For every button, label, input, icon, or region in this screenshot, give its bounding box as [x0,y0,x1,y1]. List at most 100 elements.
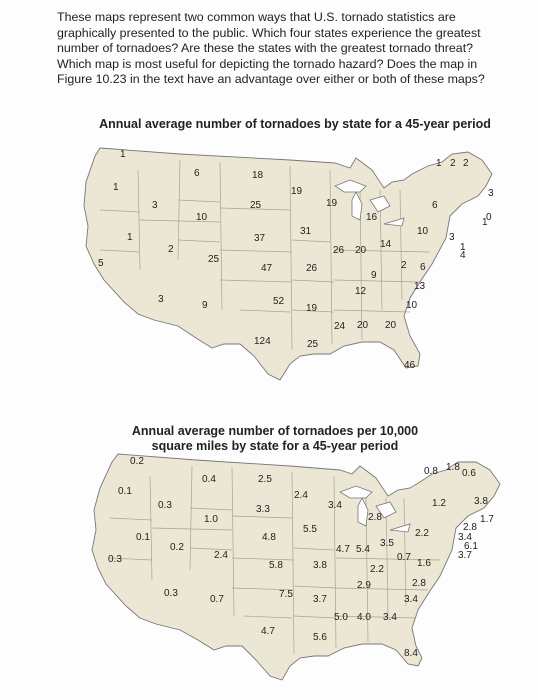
map2-label: 1.6 [417,558,431,569]
map2-label: 8.4 [404,648,418,659]
map1-label: 3 [488,188,494,199]
map2-label: 3.7 [458,550,472,561]
map2-label: 0.6 [462,468,476,479]
map2-label: 0.8 [424,466,438,477]
map2-label: 3.7 [313,594,327,605]
map1-label: 31 [300,226,312,237]
map2-label: 4.7 [261,626,275,637]
map1-label: 9 [371,270,377,281]
map2-label: 2.4 [294,490,308,501]
map2-label: 5.6 [313,632,327,643]
map2-label: 2.2 [370,564,384,575]
map1-label: 2 [401,260,407,271]
map2-label: 2.5 [258,474,272,485]
map2-label: 1.8 [446,462,460,473]
map2-label: 0.4 [202,474,216,485]
map2-label: 5.8 [269,560,283,571]
map1-label: 25 [208,254,220,265]
map2-label: 1.0 [204,514,218,525]
map2-label: 0.1 [118,486,132,497]
map2-label: 2.4 [214,550,228,561]
map2-label: 3.4 [383,612,397,623]
map1-label: 1 [482,217,488,228]
map1-label: 6 [194,168,200,179]
map1-label: 16 [366,212,378,223]
map2-label: 0.1 [136,532,150,543]
us-outline [91,453,501,681]
map1-label: 37 [254,233,266,244]
map1-label: 3 [449,232,455,243]
map1-label: 26 [306,263,318,274]
map1-label: 6 [420,262,426,273]
map1-label: 13 [414,281,426,292]
map1-label: 19 [326,198,338,209]
map1-label: 25 [250,200,262,211]
map2-label: 1.2 [432,498,446,509]
map2-label: 0.2 [130,456,144,467]
map2-label: 3.3 [256,504,270,515]
map2-label: 3.5 [380,538,394,549]
tornado-density-map: 0.2 0.1 0.1 0.3 0.3 0.2 0.3 0.4 1.0 2.4 … [91,453,501,681]
map2-label: 2.8 [412,578,426,589]
map1-label: 52 [273,296,285,307]
map1-label: 10 [417,226,429,237]
map1-label: 4 [460,250,466,261]
map1-label: 10 [406,300,418,311]
map2-label: 7.5 [279,589,293,600]
map2-label: 4.8 [262,532,276,543]
map2-title: Annual average number of tornadoes per 1… [131,424,419,453]
map1-label: 3 [152,200,158,211]
map1-label: 2 [450,158,456,169]
map2-label: 5.0 [334,612,348,623]
map1-label: 19 [291,186,303,197]
map2-label: 3.4 [328,500,342,511]
map2-label: 0.3 [108,554,122,565]
map2-label: 2.8 [368,512,382,523]
map1-label: 26 [333,245,345,256]
map2-label: 3.8 [313,560,327,571]
map1-label: 1 [113,182,119,193]
map2-label: 3.4 [404,594,418,605]
map2-label: 2.9 [357,580,371,591]
map2-label: 0.3 [158,500,172,511]
map1-label: 20 [355,245,367,256]
map2-label: 2.8 [463,522,477,533]
map1-label: 0 [486,212,492,223]
map1-label: 19 [306,303,318,314]
map2-label: 3.8 [474,496,488,507]
map2-label: 2.2 [415,528,429,539]
map1-label: 1 [120,149,126,160]
map2-label: 0.7 [210,594,224,605]
map2-label: 5.4 [356,544,370,555]
map2-label: 5.5 [303,524,317,535]
map2-label: 0.7 [397,552,411,563]
map1-label: 2 [168,244,174,255]
map1-label: 6 [432,200,438,211]
map2-label: 4.7 [336,544,350,555]
map1-label: 18 [252,170,264,181]
us-outline [83,147,493,381]
map1-label: 12 [355,286,367,297]
map1-label: 5 [98,258,104,269]
map2-label: 6.1 [464,541,478,552]
map1-label: 2 [463,158,469,169]
question-text: These maps represent two common ways tha… [57,10,485,87]
map1-label: 1 [127,232,133,243]
map1-label: 20 [385,320,397,331]
map2-label: 1.7 [480,514,494,525]
map1-label: 9 [202,300,208,311]
map1-label: 24 [334,321,346,332]
map1-label: 47 [261,263,273,274]
map1-label: 14 [380,239,392,250]
map1-label: 1 [436,158,442,169]
map1-label: 1 [460,242,466,253]
tornado-count-map: 1 1 1 5 3 2 3 6 10 25 9 18 25 37 47 52 1… [83,147,494,381]
map2-label: 0.3 [164,588,178,599]
map1-label: 124 [254,336,271,347]
map1-label: 10 [196,212,208,223]
map2-label: 4.0 [357,612,371,623]
map1-label: 20 [357,320,369,331]
map2-label: 3.4 [458,532,472,543]
map1-label: 3 [158,294,164,305]
map2-label: 0.2 [170,542,184,553]
